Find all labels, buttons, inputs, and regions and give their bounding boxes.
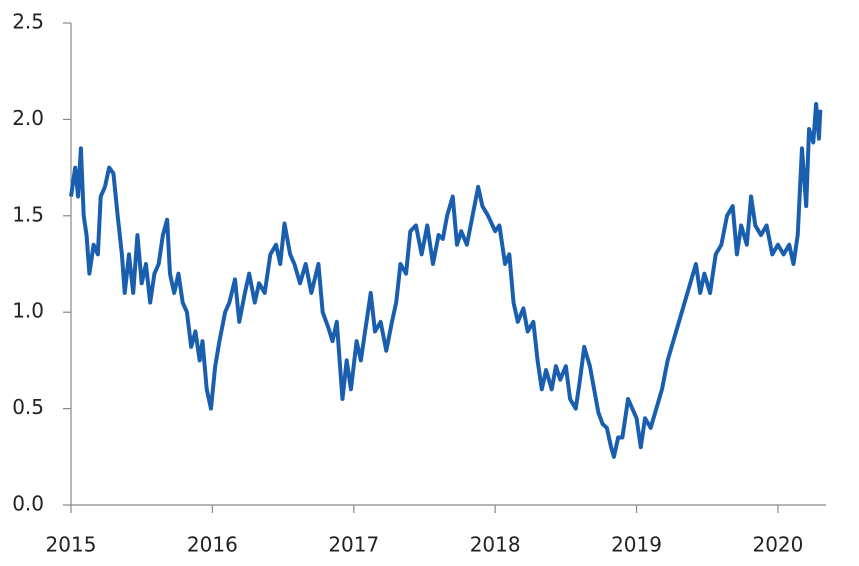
x-tick-label: 2016: [187, 533, 238, 557]
y-tick-label: 2.5: [12, 10, 44, 34]
y-tick-label: 1.0: [12, 299, 44, 323]
y-tick-label: 1.5: [12, 202, 44, 226]
x-tick-label: 2018: [470, 533, 521, 557]
data-line: [69, 101, 823, 459]
x-tick-label: 2015: [46, 533, 97, 557]
x-tick-label: 2017: [328, 533, 379, 557]
y-tick-label: 0.0: [12, 492, 44, 516]
x-tick-label: 2020: [752, 533, 803, 557]
x-tick-label: 2019: [611, 533, 662, 557]
y-tick-label: 2.0: [12, 106, 44, 130]
y-tick-label: 0.5: [12, 395, 44, 419]
